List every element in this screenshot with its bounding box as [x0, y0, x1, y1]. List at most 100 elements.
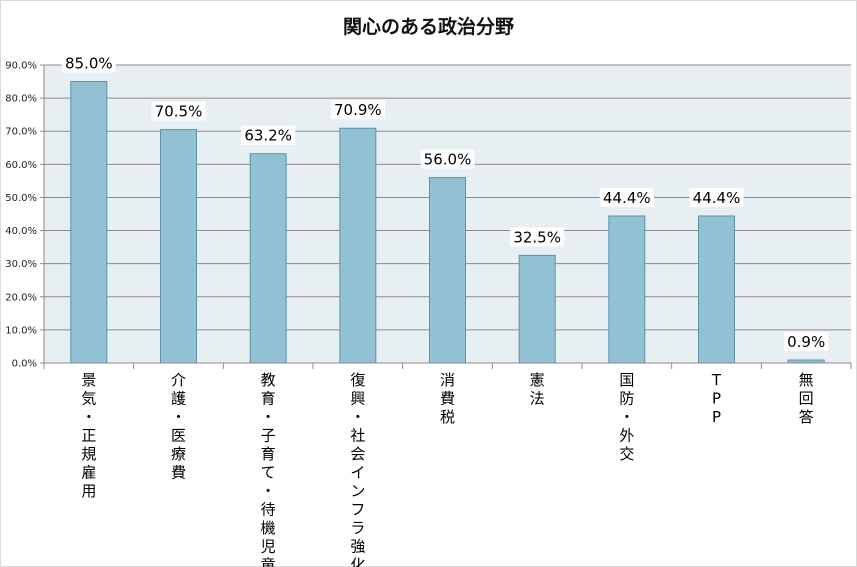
x-tick-label-char: 育: [261, 390, 276, 408]
y-tick-label: 0.0%: [12, 359, 37, 370]
x-tick-label-char: 規: [81, 445, 96, 463]
x-tick-label: 介護・医療費: [171, 371, 186, 482]
x-tick-label-char: 雇: [81, 464, 96, 482]
data-label: 0.9%: [787, 333, 825, 351]
y-tick-label: 30.0%: [5, 259, 37, 270]
bar: [698, 215, 735, 364]
bar: [518, 254, 556, 364]
x-axis: 景気・正規雇用介護・医療費教育・子育て・待機児童復興・社会インフラ強化消費税憲法…: [43, 362, 852, 567]
x-tick-label-char: 用: [81, 482, 96, 500]
data-label: 44.4%: [693, 189, 741, 207]
x-tick-label-char: P: [712, 390, 721, 408]
data-label-background: [151, 101, 206, 121]
x-tick-label-char: 化: [350, 556, 365, 567]
x-tick-label-char: 教: [261, 371, 276, 389]
data-label-background: [61, 53, 116, 73]
data-label-background: [420, 149, 475, 169]
x-tick-label: 国防・外交: [619, 371, 634, 463]
data-label-background: [783, 332, 829, 352]
data-label-background: [689, 187, 744, 207]
x-tick-label-char: 護: [171, 390, 186, 408]
x-tick-label: TPP: [711, 371, 722, 426]
x-tick-label-char: 育: [261, 445, 276, 463]
data-label: 56.0%: [424, 151, 472, 169]
bar: [249, 153, 287, 364]
x-tick-label-char: 療: [171, 445, 186, 463]
data-label: 32.5%: [513, 228, 561, 246]
x-tick-label-char: ・: [261, 482, 276, 500]
x-tick-label-char: ・: [350, 408, 365, 426]
x-tick-label-char: P: [712, 408, 721, 426]
x-tick-label-char: 童: [261, 556, 276, 567]
x-tick-label: 憲法: [530, 371, 545, 408]
x-tick-label-char: ・: [261, 408, 276, 426]
data-label: 70.5%: [155, 103, 203, 121]
x-tick-label-char: ・: [81, 408, 96, 426]
y-axis: 0.0% 10.0% 20.0% 30.0% 40.0% 50.0% 60.0% 70.0% 8…: [5, 61, 45, 370]
x-tick-label-char: 防: [619, 390, 634, 408]
data-labels: 85.0% 70.5% 63.2% 70.9% 56.0% 32.5% 44.4% 44.4%…: [61, 53, 829, 352]
x-tick-label-char: ・: [619, 408, 634, 426]
x-tick-label-char: 外: [619, 427, 634, 445]
y-tick-label: 90.0%: [5, 61, 37, 72]
x-tick-label-char: ラ: [350, 519, 365, 537]
x-tick-label-char: 景: [81, 371, 96, 389]
x-tick-label-char: 待: [261, 501, 276, 519]
bars: [70, 81, 825, 364]
bar: [160, 129, 197, 364]
x-tick-label-char: 法: [530, 390, 545, 408]
x-tick-label-char: ・: [171, 408, 186, 426]
bar: [608, 215, 646, 364]
data-label-background: [241, 125, 296, 145]
x-tick-label-char: 会: [350, 445, 365, 463]
x-tick-label-char: 機: [261, 519, 276, 537]
x-tick-label-char: 国: [619, 371, 634, 389]
data-label-background: [330, 100, 385, 120]
data-label: 44.4%: [603, 189, 651, 207]
x-tick-label-char: 強: [350, 538, 365, 556]
x-tick-label-char: 無: [799, 371, 814, 389]
x-tick-label-char: 社: [350, 427, 365, 445]
x-tick-label-char: 復: [350, 371, 365, 389]
bar: [429, 177, 466, 364]
x-tick-label-char: 回: [799, 390, 814, 408]
x-tick-label-char: フ: [350, 501, 365, 519]
chart-title: 関心のある政治分野: [342, 16, 514, 38]
y-tick-label: 70.0%: [5, 127, 37, 138]
data-label: 63.2%: [244, 127, 292, 145]
data-label: 85.0%: [65, 55, 113, 73]
data-label: 70.9%: [334, 101, 382, 119]
x-tick-label-char: 憲: [530, 371, 545, 389]
x-tick-label-char: て: [261, 464, 276, 482]
x-tick-label-char: 正: [81, 427, 96, 445]
data-label-background: [599, 187, 654, 207]
data-label-background: [510, 227, 565, 247]
x-tick-label: 消費税: [440, 371, 455, 426]
y-tick-label: 60.0%: [5, 160, 37, 171]
x-tick-label-char: ン: [350, 482, 365, 500]
x-tick-label-char: 子: [261, 427, 276, 445]
x-tick-label-char: 気: [81, 390, 96, 408]
x-tick-label-char: 消: [440, 371, 455, 389]
x-tick-label-char: 費: [440, 390, 455, 408]
y-tick-label: 80.0%: [5, 94, 37, 105]
bar: [339, 127, 377, 364]
bar: [70, 81, 108, 364]
y-tick-label: 10.0%: [5, 325, 37, 336]
x-tick-label-char: T: [711, 371, 722, 389]
x-tick-label-char: 介: [171, 371, 186, 389]
y-tick-label: 50.0%: [5, 193, 37, 204]
x-tick-label-char: 医: [171, 427, 186, 445]
x-tick-label-char: イ: [350, 464, 365, 482]
x-tick-label-char: 児: [261, 538, 276, 556]
x-tick-label-char: 交: [619, 445, 634, 463]
y-tick-label: 20.0%: [5, 292, 37, 303]
y-tick-label: 40.0%: [5, 226, 37, 237]
x-tick-label-char: 費: [171, 464, 186, 482]
x-tick-label: 無回答: [799, 371, 814, 426]
x-tick-label-char: 興: [350, 390, 365, 408]
